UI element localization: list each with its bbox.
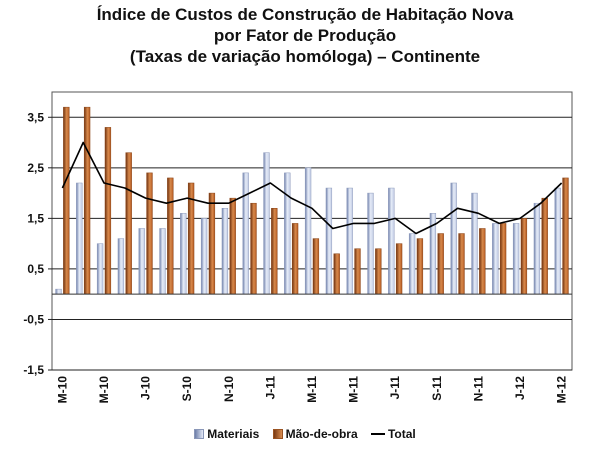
bar-materiais [471, 192, 478, 295]
legend-swatch-mao-de-obra [272, 428, 283, 439]
chart-title-line-3: (Taxas de variação homóloga) – Continent… [129, 47, 481, 66]
x-tick-label: S-11 [430, 376, 444, 401]
x-tick-label: M-10 [97, 376, 111, 404]
bar-mao-de-obra [354, 248, 361, 295]
bar-materiais [304, 167, 312, 295]
bar-materiais [512, 223, 520, 295]
legend-label-materiais: Materiais [207, 426, 260, 441]
bar-materiais [96, 243, 104, 295]
bar-materiais [284, 172, 291, 295]
chart-title-line-2: por Fator de Produção [213, 26, 397, 45]
bar-mao-de-obra [250, 202, 257, 295]
bar-mao-de-obra [437, 233, 444, 295]
bar-mao-de-obra [125, 152, 132, 295]
legend-label-mao-de-obra: Mão-de-obra [285, 426, 358, 441]
bar-materiais [388, 187, 395, 295]
bar-mao-de-obra [333, 253, 340, 295]
bar-mao-de-obra [312, 238, 320, 295]
bar-materiais [55, 288, 62, 295]
bar-materiais [346, 187, 353, 295]
x-tick-label: J-11 [388, 376, 402, 400]
bar-materiais [263, 152, 270, 295]
bar-mao-de-obra [83, 106, 91, 295]
bar-mao-de-obra [395, 243, 403, 295]
bar-materiais [159, 228, 166, 295]
bar-materiais [533, 202, 541, 295]
bar-materiais [200, 218, 208, 295]
y-tick-label: -1,5 [23, 363, 44, 377]
legend-item-mao-de-obra: Mão-de-obra [272, 426, 358, 441]
y-tick-label: 3,5 [27, 110, 44, 124]
bar-materiais [221, 208, 229, 295]
bar-mao-de-obra [291, 223, 299, 295]
bar-mao-de-obra [63, 106, 70, 295]
x-tick-label: J-10 [139, 376, 153, 400]
bar-mao-de-obra [562, 177, 569, 295]
x-tick-label: M-12 [555, 376, 569, 404]
bar-materiais [492, 223, 499, 295]
x-tick-label: J-12 [513, 376, 527, 400]
bar-mao-de-obra [541, 197, 548, 295]
legend-item-total: Total [370, 426, 416, 441]
y-tick-label: 2,5 [27, 161, 44, 175]
bar-materiais [138, 228, 145, 295]
bar-materiais [242, 172, 249, 295]
bar-mao-de-obra [229, 197, 236, 295]
legend-label-total: Total [387, 426, 416, 441]
bar-mao-de-obra [479, 228, 486, 295]
x-tick-label: J-11 [263, 376, 277, 400]
chart-legend: Materiais Mão-de-obra Total [0, 426, 610, 441]
legend-swatch-total [370, 432, 385, 435]
x-tick-label: M-11 [347, 376, 361, 403]
x-tick-label: S-10 [180, 376, 194, 402]
x-tick-label: N-11 [471, 376, 485, 402]
bar-materiais [554, 187, 561, 295]
chart-title: Índice de Custos de Construção de Habita… [0, 4, 610, 67]
bar-mao-de-obra [375, 248, 382, 295]
bar-mao-de-obra [520, 218, 528, 295]
line-total [61, 141, 563, 235]
x-tick-label: M-10 [55, 376, 69, 404]
legend-item-materiais: Materiais [194, 427, 259, 441]
bar-mao-de-obra [416, 238, 424, 295]
bar-mao-de-obra [208, 192, 216, 295]
bar-materiais [117, 238, 125, 295]
bar-materiais [367, 192, 374, 295]
bar-materiais [325, 187, 333, 295]
y-tick-label: -0,5 [23, 312, 44, 326]
bar-mao-de-obra [271, 208, 278, 295]
legend-swatch-materiais [194, 428, 205, 439]
bar-mao-de-obra [146, 172, 153, 295]
bar-materiais [408, 233, 416, 295]
bar-materiais [450, 182, 457, 295]
y-tick-label: 0,5 [27, 262, 44, 276]
bar-materiais [180, 213, 187, 295]
chart-title-line-1: Índice de Custos de Construção de Habita… [96, 5, 514, 24]
bar-materiais [76, 182, 83, 295]
x-tick-label: M-11 [305, 376, 319, 403]
bar-mao-de-obra [458, 233, 465, 295]
bar-mao-de-obra [167, 177, 174, 295]
x-tick-label: N-10 [222, 376, 236, 402]
bar-mao-de-obra [104, 127, 112, 295]
y-tick-label: 1,5 [27, 211, 44, 225]
bar-mao-de-obra [499, 223, 507, 295]
